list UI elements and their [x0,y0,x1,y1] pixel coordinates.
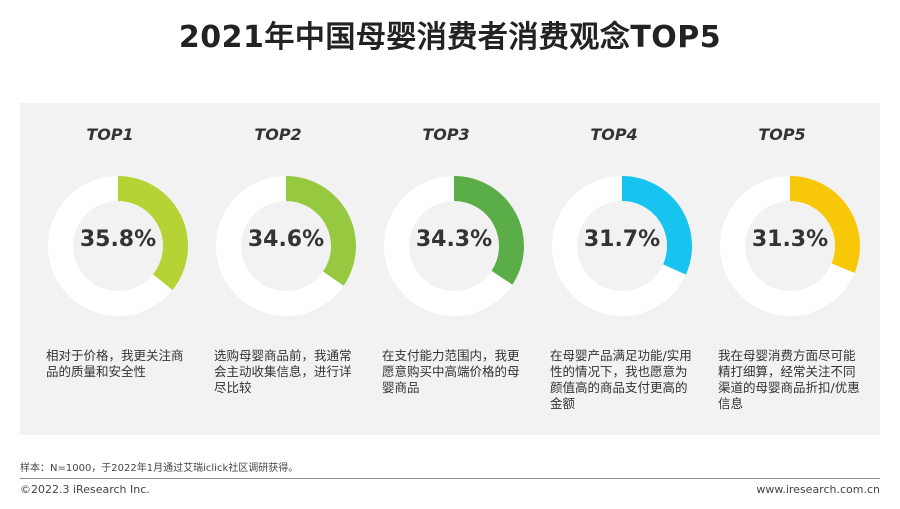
footer-divider [20,478,880,479]
item-description: 在母婴产品满足功能/实用性的情况下，我也愿意为颜值高的商品支付更高的金额 [550,348,692,411]
website-link[interactable]: www.iresearch.com.cn [756,483,880,496]
item-description: 相对于价格，我更关注商品的质量和安全性 [46,348,184,379]
chart-panel: TOP1 35.8% 相对于价格，我更关注商品的质量和安全性 TOP2 34.6… [20,103,880,435]
donut-chart-3 [383,176,524,316]
top2-card: TOP2 34.6% 选购母婴商品前，我通常会主动收集信息，进行详尽比较 [192,103,364,435]
donut-chart-2 [215,176,356,316]
top4-card: TOP4 31.7% 在母婴产品满足功能/实用性的情况下，我也愿意为颜值高的商品… [528,103,700,435]
donut-value-arc [118,176,189,290]
percent-label: 31.3% [751,227,829,252]
sample-note: 样本：N=1000，于2022年1月通过艾瑞iclick社区调研获得。 [20,463,299,474]
rank-label: TOP3 [422,125,470,144]
donut-value-arc [790,176,860,273]
item-description: 在支付能力范围内，我更愿意购买中高端价格的母婴商品 [382,348,520,395]
donut-value-arc [622,176,692,275]
percent-label: 35.8% [79,227,157,252]
rank-label: TOP1 [86,125,134,144]
page-title: 2021年中国母婴消费者消费观念TOP5 [178,20,722,55]
donut-chart-5 [719,176,860,316]
item-description: 我在母婴消费方面尽可能精打细算，经常关注不同渠道的母婴商品折扣/优惠信息 [718,348,860,411]
top3-card: TOP3 34.3% 在支付能力范围内，我更愿意购买中高端价格的母婴商品 [360,103,532,435]
item-description: 选购母婴商品前，我通常会主动收集信息，进行详尽比较 [214,348,352,395]
rank-label: TOP5 [758,125,806,144]
donut-value-arc [454,176,524,285]
rank-label: TOP4 [590,125,638,144]
donut-value-arc [286,176,356,286]
percent-label: 34.3% [415,227,493,252]
percent-label: 31.7% [583,227,661,252]
top1-card: TOP1 35.8% 相对于价格，我更关注商品的质量和安全性 [24,103,196,435]
percent-label: 34.6% [247,227,325,252]
donut-chart-1 [47,176,189,316]
donut-chart-4 [551,176,692,316]
copyright-text: ©2022.3 iResearch Inc. [20,483,150,496]
top5-card: TOP5 31.3% 我在母婴消费方面尽可能精打细算，经常关注不同渠道的母婴商品… [696,103,868,435]
rank-label: TOP2 [254,125,302,144]
